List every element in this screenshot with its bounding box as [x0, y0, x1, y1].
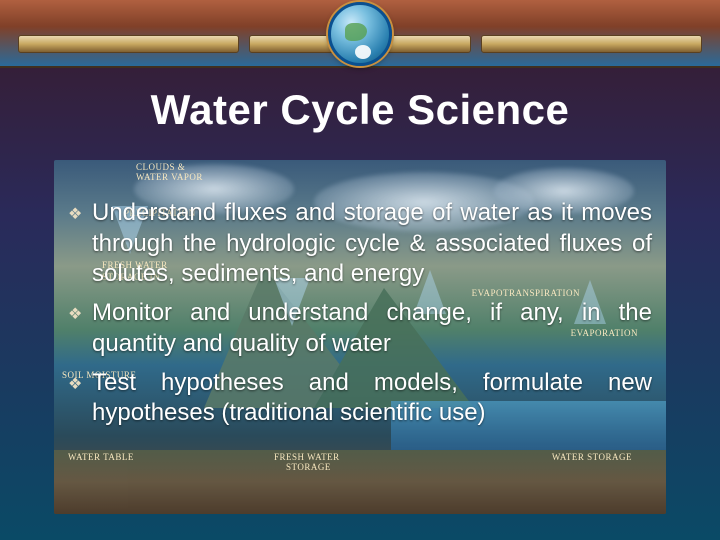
bullet-glyph-icon: ❖ [68, 304, 84, 324]
strip-segment [18, 35, 239, 53]
list-item: ❖ Monitor and understand change, if any,… [68, 298, 652, 359]
strip-segment [481, 35, 702, 53]
bullet-text: Understand fluxes and storage of water a… [92, 198, 652, 290]
title-row: Water Cycle Science [0, 68, 720, 144]
header-bar [0, 0, 720, 68]
list-item: ❖ Test hypotheses and models, formulate … [68, 368, 652, 429]
list-item: ❖ Understand fluxes and storage of water… [68, 198, 652, 290]
bullet-glyph-icon: ❖ [68, 204, 84, 224]
bullet-text: Test hypotheses and models, formulate ne… [92, 368, 652, 429]
page-title: Water Cycle Science [0, 86, 720, 134]
content-panel: CLOUDS & WATER VAPOR PRECIPITATION FRESH… [54, 160, 666, 514]
bullet-text: Monitor and understand change, if any, i… [92, 298, 652, 359]
globe-icon [328, 2, 392, 66]
bullet-list: ❖ Understand fluxes and storage of water… [54, 160, 666, 514]
bullet-glyph-icon: ❖ [68, 374, 84, 394]
